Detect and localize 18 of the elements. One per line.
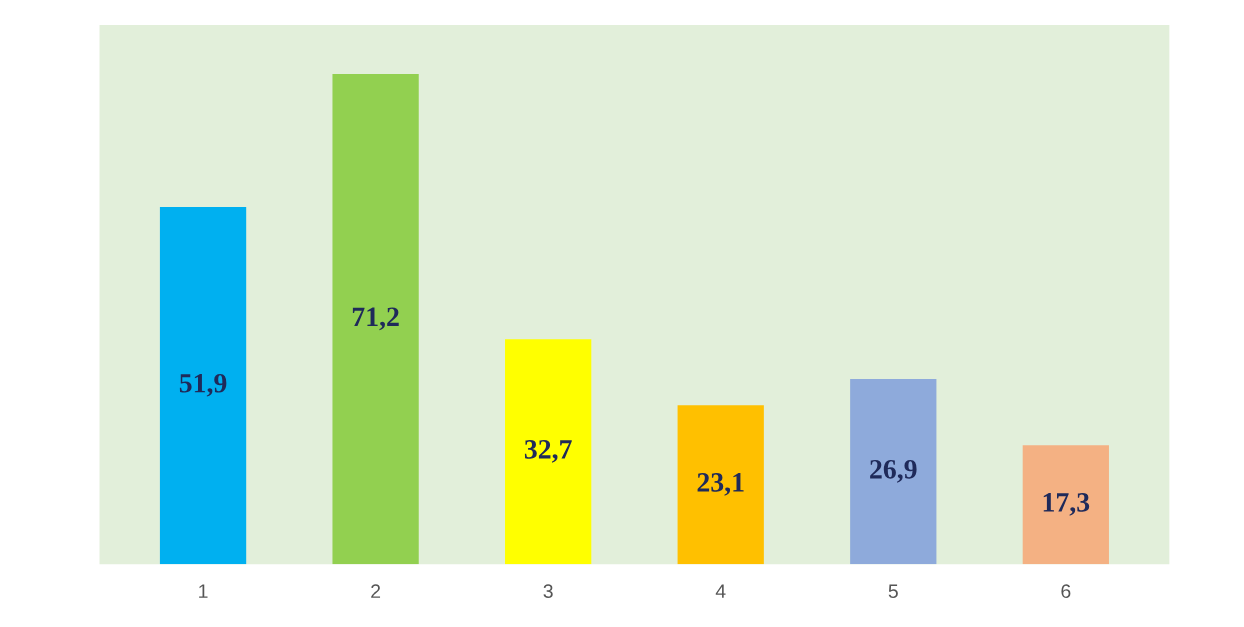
data-label: 17,3 xyxy=(1043,493,1090,516)
data-label: 26,9 xyxy=(870,459,917,483)
bar xyxy=(677,405,764,565)
x-tick-label: 2 xyxy=(371,584,381,598)
data-label: 51,9 xyxy=(179,373,227,397)
bar xyxy=(332,74,419,565)
x-tick-label: 5 xyxy=(888,584,898,599)
bar xyxy=(159,206,247,565)
x-tick-label: 3 xyxy=(543,584,553,599)
bar xyxy=(505,339,592,565)
bar xyxy=(1022,445,1109,565)
data-label: 71,2 xyxy=(352,307,399,331)
bar xyxy=(850,379,937,565)
x-tick-label: 1 xyxy=(199,584,208,598)
data-label: 23,1 xyxy=(697,473,744,496)
x-tick-label: 6 xyxy=(1061,584,1071,599)
data-label: 32,7 xyxy=(524,440,572,463)
x-tick-label: 4 xyxy=(715,584,726,598)
